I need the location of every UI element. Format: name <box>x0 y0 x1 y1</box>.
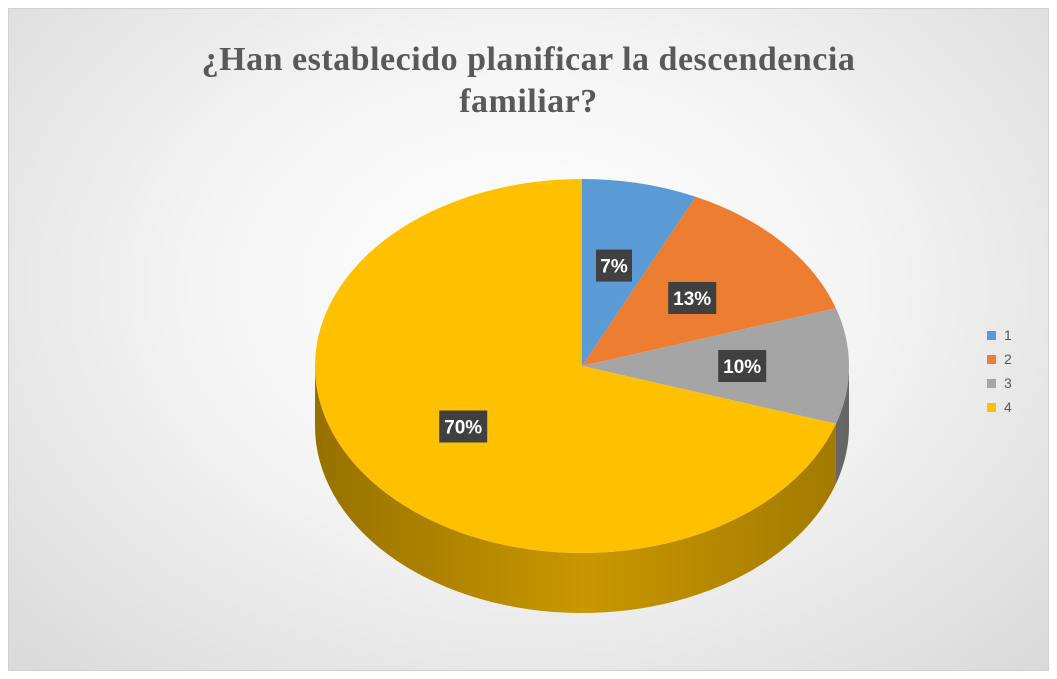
pie-slice-3 <box>582 308 849 424</box>
legend-label: 1 <box>1004 327 1012 343</box>
legend-swatch <box>987 378 996 388</box>
data-label-1: 7% <box>596 249 632 282</box>
chart-title-line-2: familiar? <box>459 83 598 120</box>
legend-label: 4 <box>1004 399 1012 415</box>
legend-label: 2 <box>1004 351 1012 367</box>
legend-item-3: 3 <box>987 371 1047 395</box>
data-label-4: 70% <box>439 410 488 443</box>
data-label-text: 13% <box>673 289 711 310</box>
pie-slice-2 <box>582 196 836 366</box>
data-label-text: 10% <box>723 357 761 378</box>
legend-swatch <box>987 330 996 340</box>
pie-chart: 7% 13% 10% 70% <box>314 179 849 613</box>
pie-slice-1 <box>582 179 696 366</box>
legend-swatch <box>987 354 996 364</box>
chart-area: ¿Han establecido planificar la descenden… <box>8 8 1049 671</box>
data-label-box <box>439 410 488 443</box>
data-label-2: 13% <box>668 282 717 314</box>
legend-item-2: 2 <box>987 347 1047 371</box>
legend-swatch <box>987 402 996 412</box>
legend: 1 2 3 4 <box>987 323 1047 419</box>
chart-title-line-1: ¿Han establecido planificar la descenden… <box>201 41 856 78</box>
legend-item-1: 1 <box>987 323 1047 347</box>
legend-item-4: 4 <box>987 395 1047 419</box>
data-label-text: 70% <box>444 418 482 439</box>
data-label-box <box>596 249 632 282</box>
chart-title: ¿Han establecido planificar la descenden… <box>9 39 1048 123</box>
pie-side-shading <box>315 366 849 613</box>
data-label-text: 7% <box>600 257 628 278</box>
data-label-box <box>718 350 767 382</box>
legend-label: 3 <box>1004 375 1012 391</box>
data-label-3: 10% <box>718 350 767 382</box>
pie-slice-4 <box>314 179 836 554</box>
data-label-box <box>668 282 717 314</box>
